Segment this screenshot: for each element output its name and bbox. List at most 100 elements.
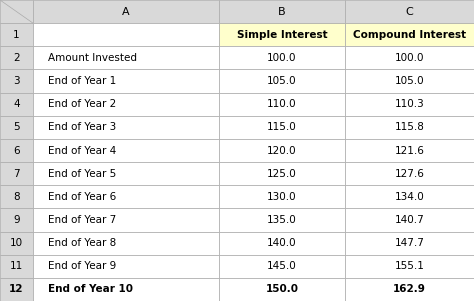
- Bar: [219, 278, 345, 301]
- Text: Compound Interest: Compound Interest: [353, 30, 466, 40]
- Text: 105.0: 105.0: [267, 76, 297, 86]
- Bar: [33, 46, 219, 70]
- Bar: [345, 231, 474, 255]
- Bar: [0, 46, 33, 70]
- Bar: [0, 185, 33, 208]
- Text: End of Year 10: End of Year 10: [48, 284, 133, 294]
- Text: B: B: [278, 7, 286, 17]
- Bar: [33, 231, 219, 255]
- Bar: [0, 70, 33, 93]
- Text: 134.0: 134.0: [395, 192, 424, 202]
- Bar: [219, 139, 345, 162]
- Text: A: A: [122, 7, 130, 17]
- Bar: [219, 116, 345, 139]
- Bar: [0, 208, 33, 231]
- Bar: [345, 0, 474, 23]
- Bar: [219, 162, 345, 185]
- Bar: [0, 23, 33, 46]
- Bar: [345, 116, 474, 139]
- Text: End of Year 3: End of Year 3: [48, 122, 116, 132]
- Bar: [33, 278, 219, 301]
- Bar: [345, 93, 474, 116]
- Text: 150.0: 150.0: [265, 284, 299, 294]
- Bar: [345, 70, 474, 93]
- Bar: [33, 93, 219, 116]
- Text: End of Year 8: End of Year 8: [48, 238, 116, 248]
- Bar: [0, 231, 33, 255]
- Text: C: C: [406, 7, 413, 17]
- Text: 145.0: 145.0: [267, 261, 297, 271]
- Bar: [219, 255, 345, 278]
- Text: 125.0: 125.0: [267, 169, 297, 179]
- Bar: [219, 231, 345, 255]
- Bar: [219, 185, 345, 208]
- Text: Amount Invested: Amount Invested: [48, 53, 137, 63]
- Text: End of Year 6: End of Year 6: [48, 192, 116, 202]
- Bar: [0, 255, 33, 278]
- Bar: [33, 162, 219, 185]
- Bar: [0, 116, 33, 139]
- Text: 9: 9: [13, 215, 20, 225]
- Text: 105.0: 105.0: [395, 76, 424, 86]
- Text: End of Year 1: End of Year 1: [48, 76, 116, 86]
- Text: 11: 11: [10, 261, 23, 271]
- Bar: [219, 93, 345, 116]
- Bar: [219, 208, 345, 231]
- Text: 140.7: 140.7: [395, 215, 424, 225]
- Text: End of Year 9: End of Year 9: [48, 261, 116, 271]
- Bar: [0, 0, 33, 23]
- Bar: [345, 255, 474, 278]
- Text: 130.0: 130.0: [267, 192, 297, 202]
- Text: 3: 3: [13, 76, 20, 86]
- Text: 135.0: 135.0: [267, 215, 297, 225]
- Text: End of Year 4: End of Year 4: [48, 145, 116, 156]
- Bar: [33, 70, 219, 93]
- Bar: [33, 116, 219, 139]
- Text: 100.0: 100.0: [395, 53, 424, 63]
- Text: 110.0: 110.0: [267, 99, 297, 109]
- Text: 115.8: 115.8: [394, 122, 424, 132]
- Text: End of Year 7: End of Year 7: [48, 215, 116, 225]
- Text: End of Year 2: End of Year 2: [48, 99, 116, 109]
- Bar: [219, 23, 345, 46]
- Text: 12: 12: [9, 284, 24, 294]
- Bar: [33, 23, 219, 46]
- Text: 4: 4: [13, 99, 20, 109]
- Bar: [345, 23, 474, 46]
- Bar: [0, 93, 33, 116]
- Text: 5: 5: [13, 122, 20, 132]
- Text: 121.6: 121.6: [394, 145, 424, 156]
- Bar: [219, 0, 345, 23]
- Bar: [345, 46, 474, 70]
- Text: 147.7: 147.7: [394, 238, 424, 248]
- Text: 120.0: 120.0: [267, 145, 297, 156]
- Text: 115.0: 115.0: [267, 122, 297, 132]
- Bar: [33, 255, 219, 278]
- Bar: [33, 208, 219, 231]
- Text: End of Year 5: End of Year 5: [48, 169, 116, 179]
- Text: 6: 6: [13, 145, 20, 156]
- Bar: [0, 278, 33, 301]
- Text: 10: 10: [10, 238, 23, 248]
- Bar: [219, 46, 345, 70]
- Text: 2: 2: [13, 53, 20, 63]
- Bar: [33, 0, 219, 23]
- Bar: [345, 185, 474, 208]
- Text: 1: 1: [13, 30, 20, 40]
- Bar: [219, 70, 345, 93]
- Bar: [345, 208, 474, 231]
- Bar: [345, 162, 474, 185]
- Text: 155.1: 155.1: [394, 261, 424, 271]
- Bar: [0, 139, 33, 162]
- Text: Simple Interest: Simple Interest: [237, 30, 328, 40]
- Bar: [345, 139, 474, 162]
- Bar: [33, 185, 219, 208]
- Bar: [33, 139, 219, 162]
- Text: 110.3: 110.3: [395, 99, 424, 109]
- Text: 100.0: 100.0: [267, 53, 297, 63]
- Bar: [345, 278, 474, 301]
- Text: 7: 7: [13, 169, 20, 179]
- Bar: [0, 162, 33, 185]
- Text: 140.0: 140.0: [267, 238, 297, 248]
- Text: 162.9: 162.9: [393, 284, 426, 294]
